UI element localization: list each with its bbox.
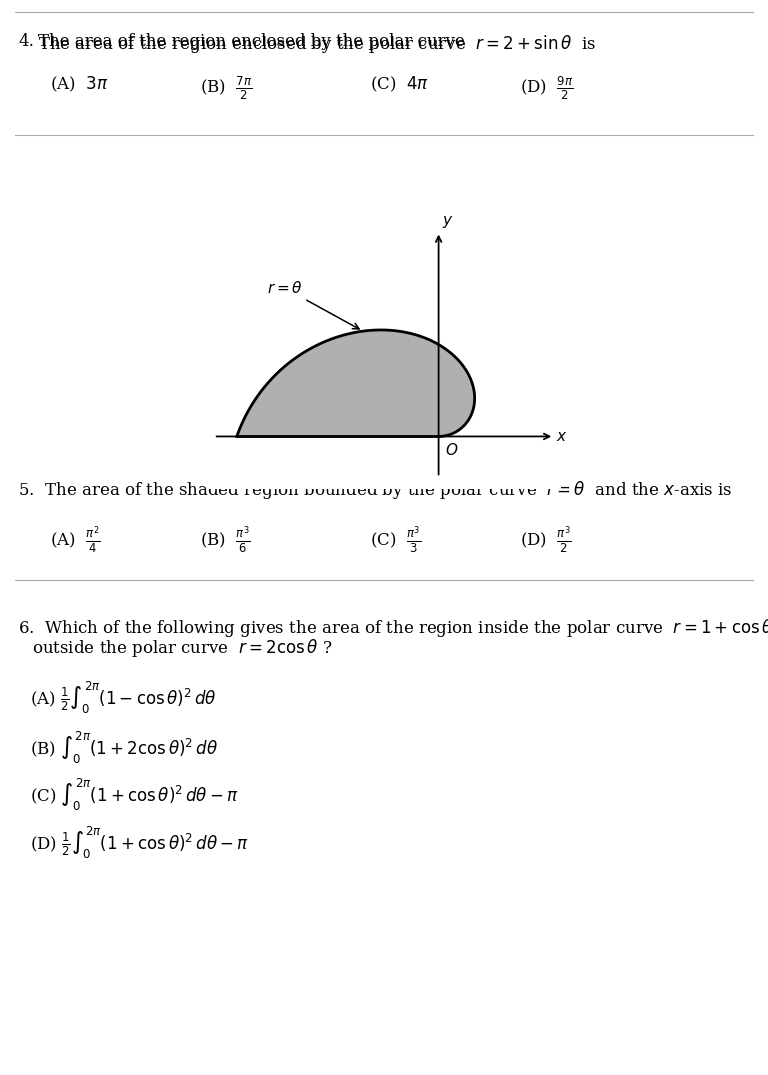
- Text: $r = \theta$: $r = \theta$: [266, 281, 359, 329]
- Text: (D)  $\frac{\pi^3}{2}$: (D) $\frac{\pi^3}{2}$: [520, 524, 572, 555]
- Text: (A)  $\frac{\pi^2}{4}$: (A) $\frac{\pi^2}{4}$: [50, 524, 101, 555]
- Text: (B) $\int_0^{2\pi}(1 + 2\cos\theta)^2\,d\theta$: (B) $\int_0^{2\pi}(1 + 2\cos\theta)^2\,d…: [30, 730, 218, 766]
- Text: 4.: 4.: [18, 33, 34, 51]
- Polygon shape: [237, 330, 475, 436]
- Text: $y$: $y$: [442, 214, 454, 230]
- Text: 5.  The area of the shaded region bounded by the polar curve  $r = \theta$  and : 5. The area of the shaded region bounded…: [18, 479, 733, 501]
- Text: The area of the region enclosed by the polar curve  $r = 2 + \sin\theta$  is: The area of the region enclosed by the p…: [38, 33, 596, 55]
- Text: (B)  $\frac{7\pi}{2}$: (B) $\frac{7\pi}{2}$: [200, 75, 253, 102]
- Text: 6.  Which of the following gives the area of the region inside the polar curve  : 6. Which of the following gives the area…: [18, 617, 768, 639]
- Text: (A) $\frac{1}{2}\int_0^{2\pi}(1 - \cos\theta)^2\,d\theta$: (A) $\frac{1}{2}\int_0^{2\pi}(1 - \cos\t…: [30, 680, 217, 716]
- Text: (D)  $\frac{9\pi}{2}$: (D) $\frac{9\pi}{2}$: [520, 75, 574, 102]
- Text: (A)  $3\pi$: (A) $3\pi$: [50, 75, 108, 95]
- Text: The area of the region enclosed by the polar curve: The area of the region enclosed by the p…: [38, 33, 470, 51]
- Text: outside the polar curve  $r = 2\cos\theta$ ?: outside the polar curve $r = 2\cos\theta…: [32, 637, 333, 659]
- Text: (C) $\int_0^{2\pi}(1 + \cos\theta)^2\,d\theta - \pi$: (C) $\int_0^{2\pi}(1 + \cos\theta)^2\,d\…: [30, 777, 239, 813]
- Text: (D) $\frac{1}{2}\int_0^{2\pi}(1 + \cos\theta)^2\,d\theta - \pi$: (D) $\frac{1}{2}\int_0^{2\pi}(1 + \cos\t…: [30, 825, 249, 861]
- Text: $O$: $O$: [445, 442, 458, 458]
- Text: $x$: $x$: [555, 429, 567, 444]
- Text: (B)  $\frac{\pi^3}{6}$: (B) $\frac{\pi^3}{6}$: [200, 524, 251, 555]
- Text: (C)  $4\pi$: (C) $4\pi$: [370, 75, 429, 95]
- Text: (C)  $\frac{\pi^3}{3}$: (C) $\frac{\pi^3}{3}$: [370, 524, 422, 555]
